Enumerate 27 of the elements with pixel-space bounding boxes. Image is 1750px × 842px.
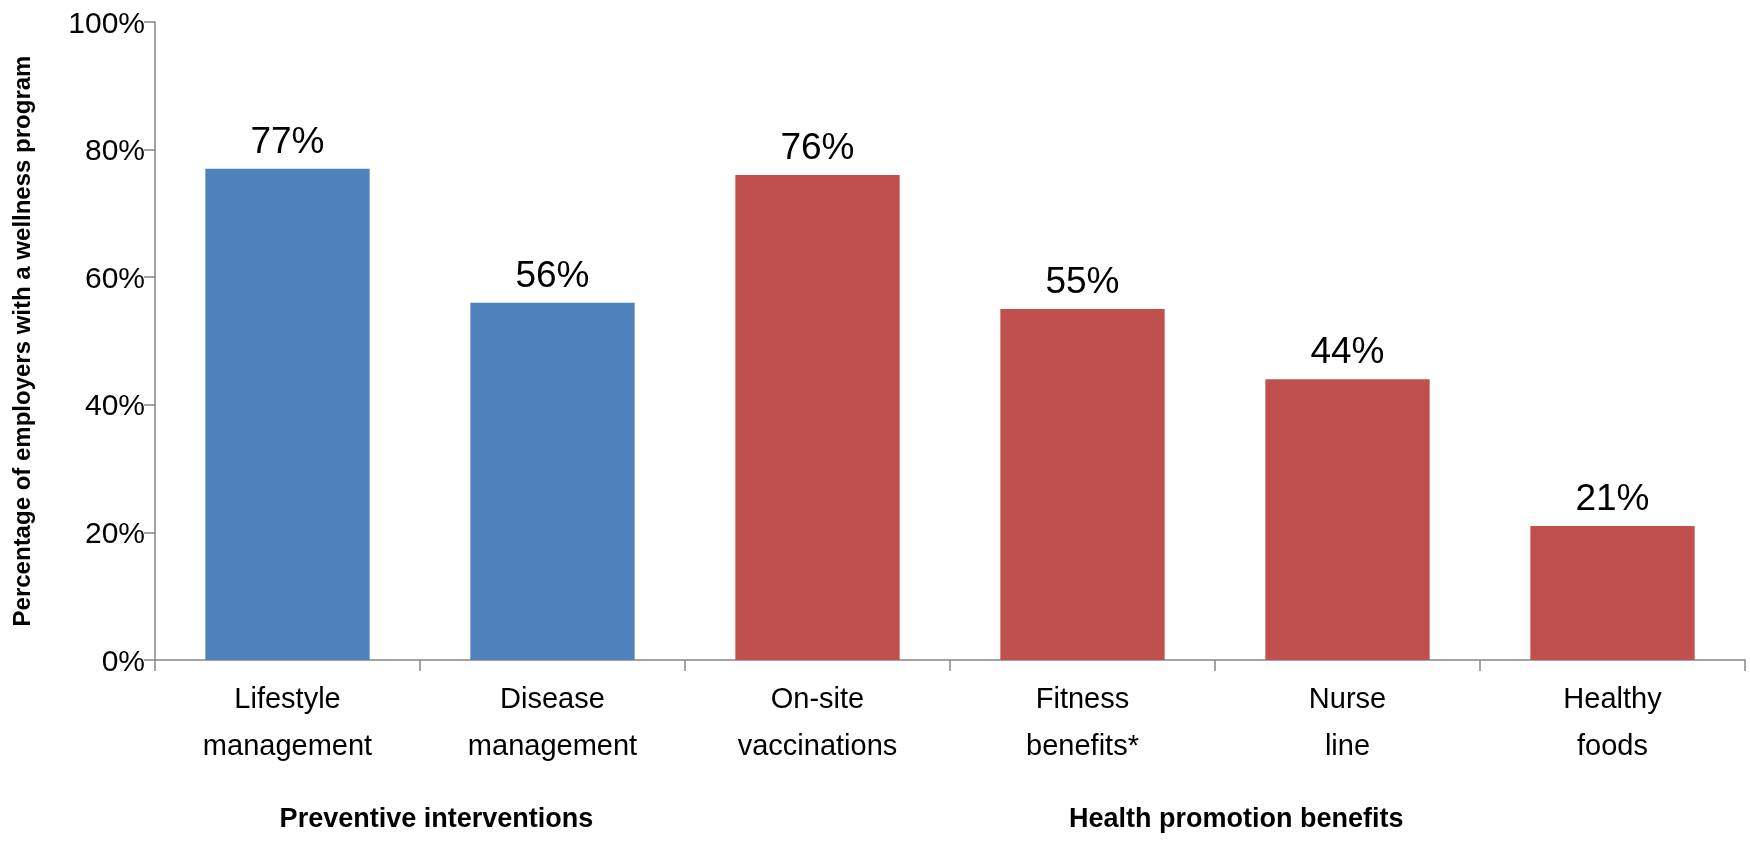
x-tick-label: Disease management xyxy=(467,681,638,761)
data-label: 76% xyxy=(780,126,855,168)
data-label: 21% xyxy=(1575,477,1650,519)
data-label: 77% xyxy=(250,119,325,161)
bar xyxy=(1265,379,1430,660)
x-tick-label: Fitness benefits* xyxy=(1026,681,1139,761)
data-label: 56% xyxy=(515,253,590,295)
bar xyxy=(1530,526,1695,660)
data-label: 44% xyxy=(1310,330,1385,372)
x-tick-label: Nurse line xyxy=(1308,681,1387,761)
y-tick-label: 60% xyxy=(84,260,145,294)
y-tick-label: 100% xyxy=(68,5,145,39)
y-tick-label: 20% xyxy=(84,515,145,549)
y-tick-label: 80% xyxy=(84,133,145,167)
bar xyxy=(735,175,900,660)
text: Health promotion benefits xyxy=(1068,803,1404,833)
x-tick-label: Lifestyle management xyxy=(202,681,373,761)
bar xyxy=(470,302,635,660)
y-tick-label: 0% xyxy=(101,643,145,677)
data-label: 55% xyxy=(1045,260,1120,302)
bar xyxy=(1000,309,1165,660)
x-tick-label: Healthy foods xyxy=(1563,681,1663,761)
text: Preventive interventions xyxy=(279,803,594,833)
y-axis-title: Percentage of employers with a wellness program xyxy=(7,55,35,627)
x-tick-label: On-site vaccinations xyxy=(737,681,898,761)
y-tick-label: 40% xyxy=(84,388,145,422)
bar xyxy=(205,168,370,660)
